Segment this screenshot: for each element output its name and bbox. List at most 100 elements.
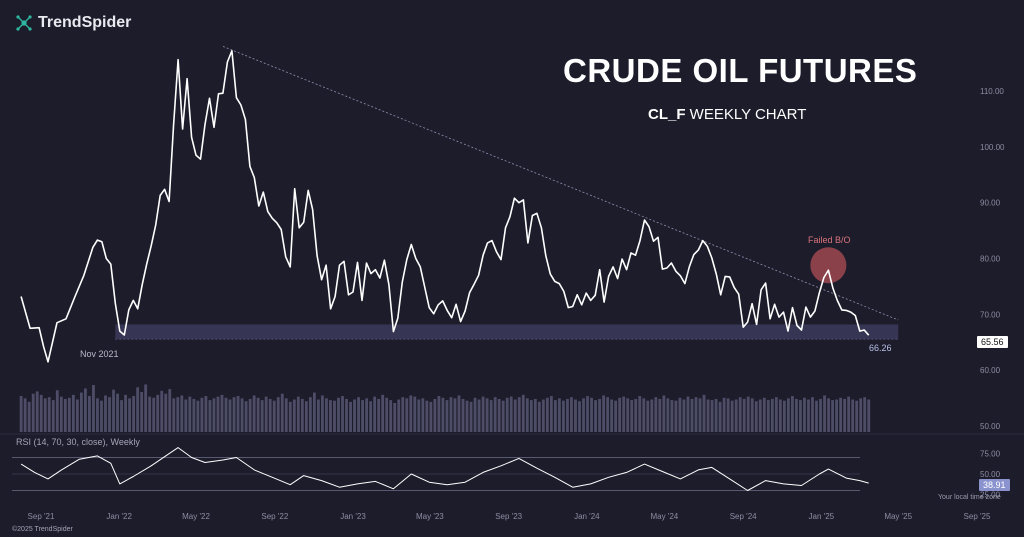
volume-bar bbox=[843, 398, 847, 432]
rsi-layer bbox=[12, 447, 869, 491]
volume-bar bbox=[345, 398, 348, 432]
volume-bar bbox=[184, 399, 188, 432]
x-tick-label: May '23 bbox=[416, 512, 444, 521]
rsi-tick-label: 25.00 bbox=[980, 491, 1001, 500]
volume-bar bbox=[124, 394, 127, 432]
volume-bar bbox=[795, 398, 798, 432]
brand-name: TrendSpider bbox=[38, 14, 132, 31]
volume-bar bbox=[212, 398, 216, 432]
volume-bar bbox=[473, 397, 477, 432]
volume-bar bbox=[799, 400, 802, 432]
volume-bar bbox=[662, 395, 666, 432]
volume-bar bbox=[602, 395, 606, 432]
volume-bar bbox=[630, 400, 634, 432]
volume-bar bbox=[674, 400, 678, 432]
chart-title: CRUDE OIL FUTURES bbox=[563, 52, 918, 89]
volume-bar bbox=[377, 398, 381, 432]
volume-bar bbox=[770, 398, 774, 432]
volume-bar bbox=[51, 400, 55, 432]
copyright-label: ©2025 TrendSpider bbox=[12, 526, 73, 533]
volume-bar bbox=[232, 397, 236, 432]
volume-bar bbox=[582, 398, 585, 432]
volume-bar bbox=[71, 394, 75, 432]
volume-bar bbox=[240, 398, 244, 432]
volume-bar bbox=[172, 398, 176, 432]
x-tick-label: Jan '22 bbox=[106, 512, 132, 521]
volume-bar bbox=[92, 385, 95, 432]
volume-bar bbox=[188, 396, 192, 432]
volume-bar bbox=[505, 397, 509, 432]
volume-bar bbox=[437, 396, 441, 432]
volume-bar bbox=[485, 398, 489, 432]
volume-bar bbox=[337, 397, 340, 432]
volume-bar bbox=[738, 397, 742, 432]
x-tick-label: Sep '22 bbox=[261, 512, 288, 521]
volume-bar bbox=[590, 397, 593, 432]
volume-bar bbox=[152, 397, 156, 432]
volume-bar bbox=[413, 396, 417, 432]
volume-bar bbox=[537, 401, 541, 432]
volume-bar bbox=[782, 400, 786, 432]
volume-bar bbox=[718, 401, 722, 432]
low-value-label: 66.26 bbox=[869, 343, 892, 353]
volume-bar bbox=[276, 397, 280, 432]
volume-bar bbox=[204, 396, 208, 432]
volume-bar bbox=[823, 395, 826, 432]
volume-bar bbox=[128, 398, 132, 432]
price-tick-label: 80.00 bbox=[980, 255, 1001, 264]
volume-bar bbox=[433, 398, 437, 432]
volume-bar bbox=[144, 384, 148, 432]
volume-bar bbox=[75, 399, 79, 432]
volume-bar bbox=[758, 399, 762, 432]
price-tick-label: 70.00 bbox=[980, 310, 1001, 319]
volume-bar bbox=[666, 398, 670, 432]
volume-bar bbox=[333, 400, 336, 432]
x-tick-label: May '22 bbox=[182, 512, 210, 521]
volume-bar bbox=[445, 400, 449, 432]
failed-breakout-marker bbox=[810, 247, 847, 284]
volume-bar bbox=[694, 397, 698, 432]
volume-bar bbox=[27, 401, 31, 432]
price-tick-label: 90.00 bbox=[980, 199, 1001, 208]
volume-bar bbox=[654, 397, 658, 432]
volume-bar bbox=[558, 398, 561, 432]
volume-bar bbox=[316, 399, 320, 432]
price-tick-label: 110.00 bbox=[980, 87, 1004, 96]
support-start-label: Nov 2021 bbox=[80, 349, 119, 359]
x-tick-label: May '25 bbox=[884, 512, 912, 521]
volume-bar bbox=[469, 401, 473, 432]
volume-bar bbox=[610, 399, 614, 432]
volume-bar bbox=[421, 398, 425, 432]
volume-bar bbox=[63, 398, 67, 432]
volume-bar bbox=[252, 395, 256, 432]
volume-bar bbox=[325, 398, 328, 432]
volume-bar bbox=[168, 389, 172, 432]
volume-bar bbox=[140, 391, 144, 432]
volume-bar bbox=[730, 400, 734, 432]
volume-bar bbox=[272, 400, 276, 432]
volume-bar bbox=[811, 397, 814, 432]
timeframe-label: WEEKLY CHART bbox=[689, 106, 807, 123]
support-zone-layer bbox=[115, 324, 899, 340]
rsi-line bbox=[20, 447, 869, 491]
volume-bar bbox=[815, 400, 818, 432]
volume-bar bbox=[726, 398, 730, 432]
volume-bar bbox=[489, 400, 493, 432]
x-tick-label: Sep '25 bbox=[964, 512, 991, 521]
volume-bar bbox=[112, 389, 115, 432]
volume-bar bbox=[827, 398, 830, 432]
volume-bar bbox=[714, 398, 718, 432]
trendspider-logo-icon bbox=[16, 15, 32, 31]
volume-bar bbox=[851, 399, 855, 432]
volume-bar bbox=[449, 397, 453, 432]
volume-bar bbox=[819, 398, 822, 432]
volume-bar bbox=[365, 398, 369, 432]
volume-bar bbox=[397, 399, 401, 432]
failed-breakout-layer bbox=[810, 247, 847, 284]
volume-bar bbox=[136, 387, 140, 432]
volume-bar bbox=[457, 395, 461, 432]
volume-bar bbox=[84, 388, 87, 432]
volume-bar bbox=[59, 396, 63, 432]
volume-bar bbox=[642, 398, 646, 432]
volume-bar bbox=[835, 399, 838, 432]
